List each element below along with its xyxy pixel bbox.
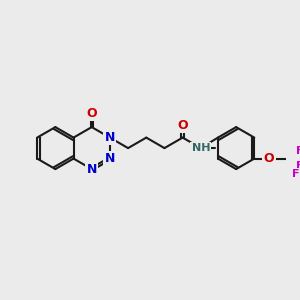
Text: N: N — [105, 152, 115, 165]
Text: O: O — [177, 119, 188, 132]
Text: NH: NH — [192, 143, 210, 153]
Text: O: O — [86, 107, 97, 120]
Text: O: O — [264, 152, 274, 165]
Text: F: F — [292, 169, 299, 179]
Text: N: N — [105, 131, 115, 144]
Text: F: F — [296, 161, 300, 171]
Text: F: F — [296, 146, 300, 156]
Text: N: N — [86, 163, 97, 176]
